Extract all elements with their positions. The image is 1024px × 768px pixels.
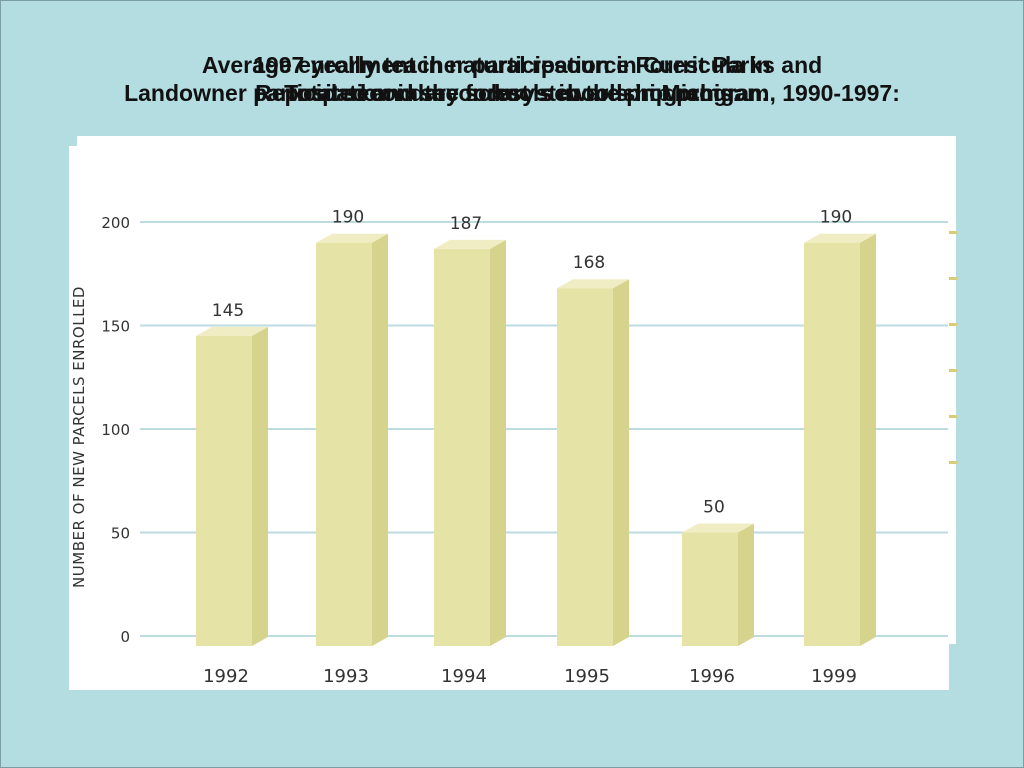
bar-top [804,233,876,243]
data-label: 168 [573,253,605,273]
y-tick-label: 0 [120,628,130,646]
bar-top [682,523,754,533]
bar-side [252,326,268,646]
data-label: 187 [450,214,482,234]
title-b-line-2: Reposited and secondary schools in Michi… [255,80,769,106]
data-label: 190 [332,208,364,228]
y-axis-label: NUMBER OF NEW PARCELS ENROLLED [70,286,88,588]
y-tick-label: 150 [101,318,130,336]
y-tick-label: 200 [101,214,130,232]
bar [557,288,613,646]
y-tick-label: 100 [101,421,130,439]
title-a-line-1: Average enrollment in natural resource F… [201,52,823,78]
panel-edge-mark [949,277,957,280]
title-c-line-2: Total secondary schools in the programs: [284,80,740,106]
slide-title-c: Total secondary schools in the programs: [0,51,1024,107]
bar [196,335,252,646]
bar-side [738,523,754,646]
panel-edge-mark [949,231,957,234]
x-tick-label: 1996 [689,666,735,687]
panel-edge-mark [949,461,957,464]
bar [804,242,860,646]
bar [316,242,372,646]
bar-top [196,326,268,336]
data-label: 50 [703,498,725,518]
y-tick-label: 50 [111,525,130,543]
bar [434,248,490,646]
bar-side [490,239,506,646]
slide-title-b: 1997 yearly teacher participation in Cur… [0,51,1024,107]
title-a-line-2: Landowner participation in the forest st… [124,80,900,106]
bar-side [860,233,876,646]
bar-side [372,233,388,646]
bar-top [434,239,506,249]
x-tick-label: 1993 [323,666,369,687]
x-tick-label: 1999 [811,666,857,687]
title-b-line-1: 1997 yearly teacher participation in Cur… [253,52,771,78]
panel-edge-mark [949,323,957,326]
bar-top [316,233,388,243]
bar-side [613,279,629,646]
data-label: 145 [212,301,244,321]
x-tick-label: 1995 [564,666,610,687]
panel-edge-mark [949,415,957,418]
bar-top [557,279,629,289]
panel-edge-mark [949,369,957,372]
data-label: 190 [820,208,852,228]
slide-title-a: Average enrollment in natural resource F… [0,51,1024,107]
x-tick-label: 1992 [203,666,249,687]
bar [682,532,738,646]
x-tick-label: 1994 [441,666,487,687]
